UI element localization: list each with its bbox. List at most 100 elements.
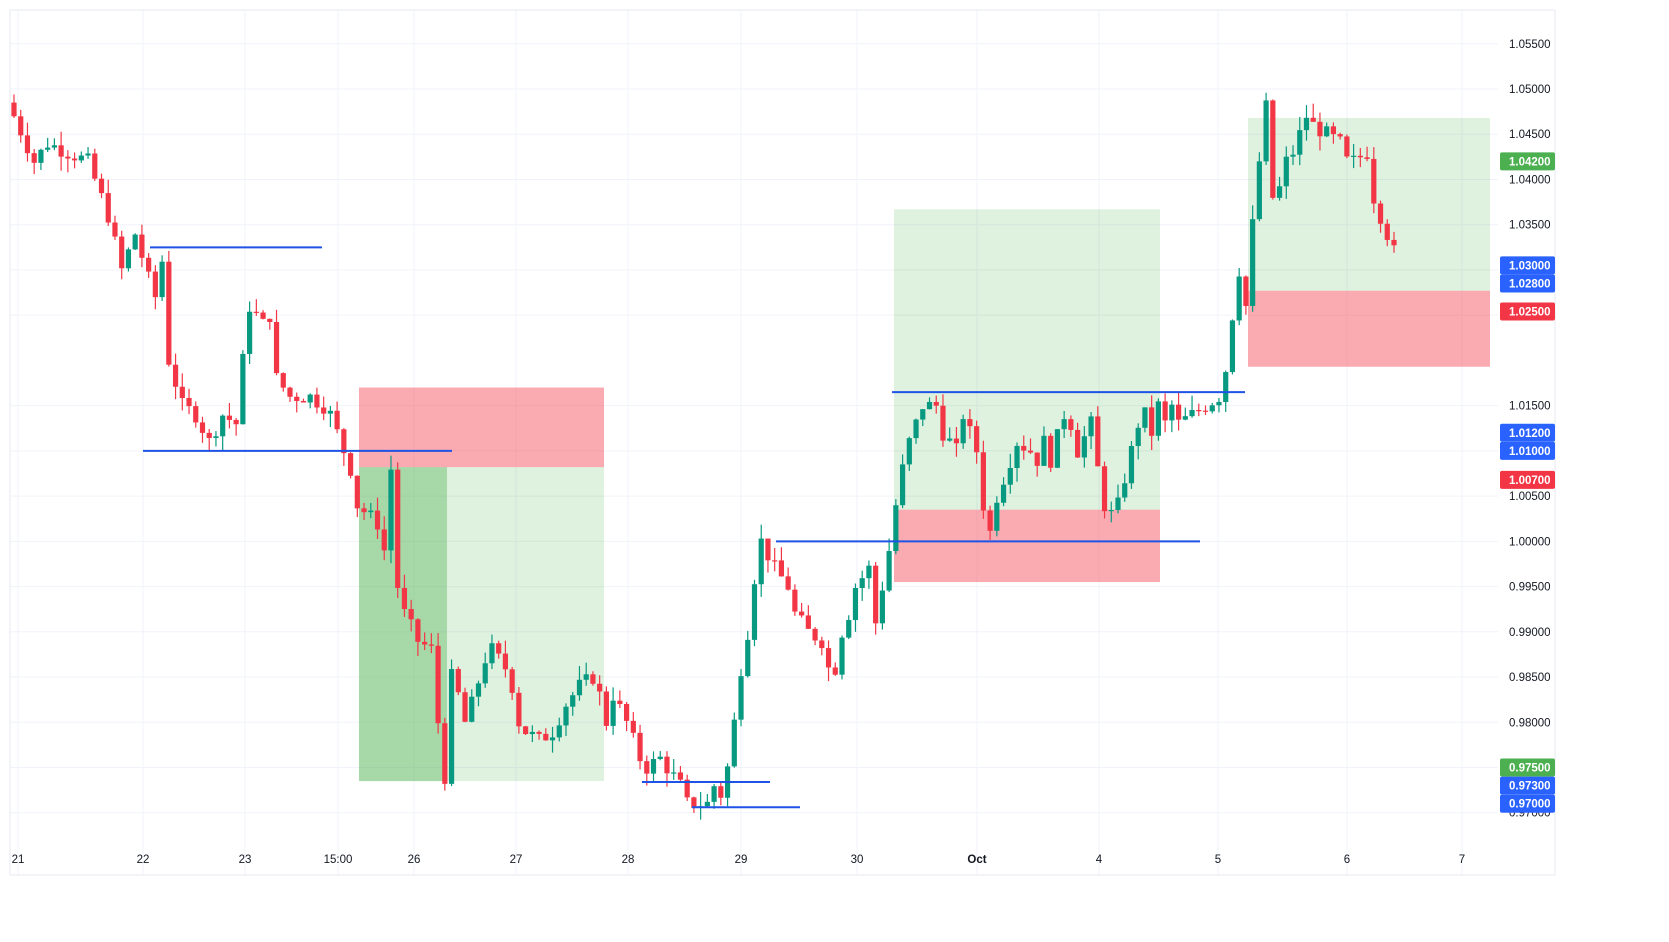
candle-up [859,570,865,601]
y-tick-label: 1.00500 [1509,491,1551,503]
candle-body [570,695,576,707]
candle-up [159,255,165,301]
candle-up [745,630,751,678]
candle-body [341,429,347,454]
candle-down [98,173,105,199]
long-target-zone-1[interactable] [894,209,1160,510]
candle-up [1041,426,1047,466]
short-stop-zone[interactable] [359,387,604,468]
candle-up [1283,146,1289,199]
zone-layer [359,117,1490,782]
x-tick-label: 28 [622,854,635,866]
candle-down [435,633,441,734]
candle-up [657,751,663,761]
candle-body [549,737,556,741]
candle-up [1297,117,1303,166]
candle-body [1391,239,1397,246]
price-badge[interactable]: 1.01200 [1500,423,1555,442]
candle-body [1021,445,1027,451]
candle-down [401,574,408,617]
candle-body [967,419,973,427]
candle-up [1135,423,1141,460]
price-badge-layer: 1.04200 1.03000 1.02800 1.02500 1.01200 1.010… [1500,152,1555,813]
candle-body [1088,416,1094,437]
candle-body [381,529,387,551]
candle-up [78,151,84,163]
candle-body [1263,100,1269,162]
price-badge[interactable]: 1.02500 [1500,302,1555,321]
candle-body [536,731,542,734]
candle-body [475,683,482,697]
y-tick-label: 0.99000 [1509,627,1551,639]
candle-body [980,452,986,511]
candle-up [994,496,1000,537]
price-badge[interactable]: 1.03000 [1500,256,1555,275]
candle-body [415,619,421,642]
candle-body [644,761,650,774]
candle-body [597,683,603,692]
long-stop-zone-1[interactable] [894,509,1160,583]
y-tick-label: 1.04000 [1509,174,1551,186]
candle-up [220,414,226,451]
candle-body [502,653,509,670]
candle-body [792,589,798,612]
candle-body [1276,186,1283,198]
candle-up [1122,473,1128,502]
candle-up [1256,152,1262,222]
candle-body [267,318,273,322]
price-badge-background [1500,470,1555,489]
price-badge[interactable]: 0.97500 [1500,758,1555,777]
candle-body [307,394,313,403]
candle-body [1357,155,1363,158]
x-tick-label: 5 [1215,854,1221,866]
price-badge[interactable]: 1.02800 [1500,274,1555,293]
candle-body [825,648,832,668]
candle-body [765,538,771,561]
candle-body [334,410,340,430]
candle-down [186,388,192,415]
candle-body [866,565,872,579]
x-tick-label: 22 [137,854,150,866]
candle-body [583,674,589,680]
long-target-zone-2[interactable] [1248,117,1490,291]
candle-body [832,667,838,675]
candle-body [906,438,912,465]
candle-up [240,350,246,425]
price-badge-label: 0.97300 [1509,781,1551,793]
candle-up [650,751,657,782]
candle-down [1021,435,1027,460]
candle-body [920,409,926,420]
long-stop-zone-2[interactable] [1248,290,1490,367]
candle-body [1095,416,1101,467]
candle-body [1371,158,1377,204]
price-badge[interactable]: 1.00700 [1500,470,1555,489]
candle-body [1155,401,1161,436]
candle-body [374,510,381,530]
candle-body [31,153,37,163]
price-badge[interactable]: 1.04200 [1500,152,1555,171]
price-badge[interactable]: 1.01000 [1500,441,1555,460]
candle-body [1283,156,1289,187]
candle-down [1034,452,1040,477]
price-badge-background [1500,794,1555,813]
candle-body [240,353,246,425]
candle-down [1101,461,1108,519]
candle-body [1075,429,1081,458]
candle-body [1027,450,1034,453]
candle-body [1290,154,1296,157]
candle-up [570,691,576,716]
price-badge[interactable]: 0.97000 [1500,794,1555,813]
short-target-filled[interactable] [359,467,447,782]
candle-up [1142,407,1148,433]
price-badge[interactable]: 0.97300 [1500,776,1555,795]
candle-down [630,712,636,738]
candle-body [186,398,192,407]
price-badge-label: 1.03000 [1509,260,1551,272]
candle-body [213,436,219,438]
candle-body [1297,130,1303,155]
candle-down [374,497,381,540]
candle-body [139,234,145,258]
price-badge-label: 1.01000 [1509,446,1551,458]
candle-up [610,687,616,735]
